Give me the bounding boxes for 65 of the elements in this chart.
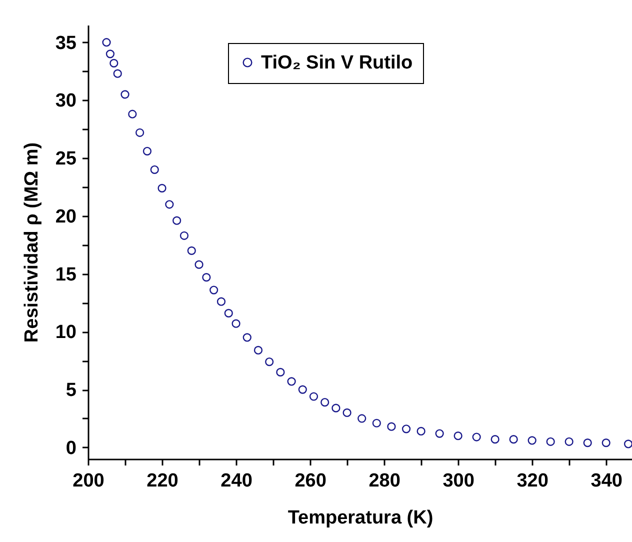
point bbox=[454, 432, 462, 440]
point bbox=[298, 385, 307, 394]
point bbox=[358, 414, 366, 423]
point bbox=[490, 435, 500, 444]
point bbox=[172, 216, 182, 225]
point bbox=[546, 437, 555, 446]
point bbox=[165, 200, 174, 209]
y-tick-label: 30 bbox=[55, 90, 76, 112]
point bbox=[320, 398, 330, 407]
point bbox=[128, 110, 137, 118]
point bbox=[180, 231, 189, 240]
point bbox=[342, 408, 352, 418]
point bbox=[287, 377, 296, 386]
y-tick-label: 15 bbox=[55, 264, 77, 286]
x-tick-label: 340 bbox=[590, 470, 622, 492]
x-tick-label: 260 bbox=[294, 470, 326, 492]
x-tick-label: 220 bbox=[146, 470, 178, 492]
point bbox=[332, 404, 340, 412]
point bbox=[602, 438, 610, 448]
point bbox=[254, 346, 263, 355]
point bbox=[106, 50, 115, 58]
point bbox=[202, 273, 211, 282]
point bbox=[372, 418, 381, 428]
y-tick-label: 5 bbox=[66, 380, 77, 402]
point bbox=[102, 38, 111, 47]
x-tick-label: 240 bbox=[220, 470, 252, 492]
point bbox=[142, 146, 152, 156]
y-tick-label: 10 bbox=[55, 322, 76, 344]
point bbox=[416, 426, 426, 436]
x-tick-label: 280 bbox=[368, 470, 400, 492]
point bbox=[232, 319, 240, 328]
point bbox=[224, 308, 233, 318]
y-axis-title: Resistividad ρ (MΩ m) bbox=[21, 142, 42, 343]
y-tick-label: 35 bbox=[55, 32, 77, 54]
point bbox=[210, 286, 218, 294]
point bbox=[187, 246, 196, 255]
point bbox=[120, 90, 130, 99]
point bbox=[528, 436, 536, 445]
point bbox=[309, 392, 318, 401]
x-tick-label: 320 bbox=[516, 470, 548, 492]
x-axis-title: Temperatura (K) bbox=[288, 508, 434, 528]
point bbox=[113, 69, 122, 78]
y-tick-label: 25 bbox=[55, 148, 77, 170]
y-tick-label: 0 bbox=[66, 438, 76, 459]
point bbox=[110, 58, 118, 68]
point bbox=[583, 438, 592, 448]
point bbox=[472, 432, 481, 442]
point bbox=[265, 357, 274, 366]
point bbox=[435, 429, 444, 438]
point bbox=[242, 333, 252, 342]
point bbox=[136, 128, 144, 137]
point bbox=[276, 368, 285, 376]
legend-label: TiO₂ Sin V Rutilo bbox=[261, 52, 413, 74]
point bbox=[387, 422, 396, 431]
point bbox=[158, 184, 166, 192]
point bbox=[150, 165, 159, 174]
x-tick-label: 300 bbox=[442, 470, 474, 492]
x-tick-label: 200 bbox=[72, 470, 104, 492]
point bbox=[624, 440, 632, 448]
point bbox=[402, 424, 411, 434]
point bbox=[564, 437, 574, 446]
point bbox=[509, 435, 518, 444]
point bbox=[216, 297, 226, 306]
point bbox=[194, 260, 204, 269]
y-tick-label: 20 bbox=[55, 206, 76, 228]
